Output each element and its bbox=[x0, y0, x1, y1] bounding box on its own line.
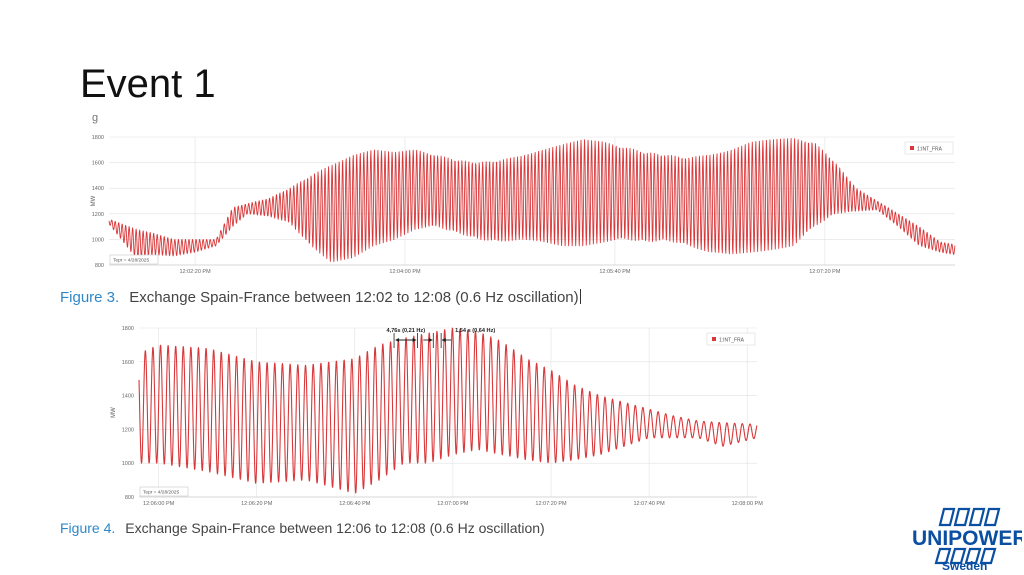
x-tick-label: 12:07:20 PM bbox=[809, 269, 841, 275]
chart-spain-france-zoom: 800 1000 1200 1400 1600 1800 12:06:00 PM 12:06:… bbox=[107, 320, 763, 515]
unipower-logo: UNIPOWER Sweden bbox=[912, 507, 1022, 571]
logo-grid-top bbox=[938, 507, 1001, 527]
x-tick-label: 12:08:00 PM bbox=[732, 501, 763, 507]
legend-label: 1:INT_FRA bbox=[719, 337, 745, 343]
annotation-arrowhead bbox=[395, 338, 400, 342]
time-box-label: Tepr = 4/28/2025 bbox=[113, 258, 149, 264]
figure-4-caption: Figure 4. Exchange Spain-France between 1… bbox=[60, 520, 545, 536]
x-tick-label: 12:04:00 PM bbox=[389, 269, 421, 275]
y-axis-label: MW bbox=[111, 407, 117, 418]
series-line-int-fra bbox=[108, 138, 956, 263]
figure-3-text: Exchange Spain-France between 12:02 to 1… bbox=[129, 289, 579, 306]
annotation-arrowhead bbox=[412, 338, 417, 342]
slide-title: Event 1 bbox=[80, 62, 216, 106]
y-tick-label: 1200 bbox=[122, 427, 134, 433]
x-tick-label: 12:06:00 PM bbox=[143, 501, 175, 507]
time-box bbox=[109, 254, 159, 265]
annotation-label-1: 4,76s (0,21 Hz) bbox=[387, 328, 426, 334]
cut-off-subtitle: g bbox=[92, 112, 99, 124]
y-tick-label: 1600 bbox=[122, 360, 134, 366]
y-tick-label: 1800 bbox=[122, 326, 134, 332]
figure-3-label: Figure 3. bbox=[60, 289, 120, 306]
x-tick-label: 12:07:20 PM bbox=[535, 501, 567, 507]
x-tick-label: 12:05:40 PM bbox=[599, 269, 631, 275]
x-tick-label: 12:06:20 PM bbox=[241, 501, 273, 507]
y-tick-label: 1800 bbox=[92, 135, 104, 141]
legend-box bbox=[706, 332, 756, 346]
figure-3-caption: Figure 3. Exchange Spain-France between 1… bbox=[60, 289, 581, 306]
time-box bbox=[139, 486, 189, 497]
x-tick-label: 12:02:20 PM bbox=[179, 269, 211, 275]
time-box-label: Tepr = 4/28/2025 bbox=[143, 490, 179, 496]
legend-box bbox=[904, 141, 954, 155]
legend-swatch bbox=[910, 146, 914, 150]
y-tick-label: 1400 bbox=[122, 394, 134, 400]
y-tick-label: 800 bbox=[125, 495, 134, 501]
y-tick-label: 800 bbox=[95, 263, 104, 269]
y-tick-label: 1000 bbox=[92, 237, 104, 243]
legend-label: 1:INT_FRA bbox=[917, 146, 943, 152]
text-cursor bbox=[579, 289, 581, 304]
logo-grid-bottom bbox=[934, 547, 997, 565]
logo-brand: UNIPOWER bbox=[912, 527, 1022, 550]
y-tick-label: 1200 bbox=[92, 212, 104, 218]
legend-swatch bbox=[712, 337, 716, 341]
x-tick-label: 12:07:40 PM bbox=[634, 501, 666, 507]
series-line-int-fra bbox=[138, 327, 758, 494]
y-tick-label: 1000 bbox=[122, 461, 134, 467]
x-tick-label: 12:06:40 PM bbox=[339, 501, 371, 507]
annotation-arrowhead bbox=[441, 338, 446, 342]
x-tick-label: 12:07:00 PM bbox=[437, 501, 469, 507]
figure-4-label: Figure 4. bbox=[60, 520, 116, 536]
chart-spain-france-full: 800 1000 1200 1400 1600 1800 12:02:20 PM 12:04:… bbox=[87, 130, 961, 275]
logo-sub: Sweden bbox=[942, 559, 987, 571]
figure-4-text: Exchange Spain-France between 12:06 to 1… bbox=[125, 520, 545, 536]
annotation-label-2: 1,54 s (0,64 Hz) bbox=[455, 328, 495, 334]
annotation-arrowhead bbox=[428, 338, 433, 342]
y-tick-label: 1400 bbox=[92, 186, 104, 192]
y-axis-label: MW bbox=[91, 195, 97, 206]
y-tick-label: 1600 bbox=[92, 161, 104, 167]
